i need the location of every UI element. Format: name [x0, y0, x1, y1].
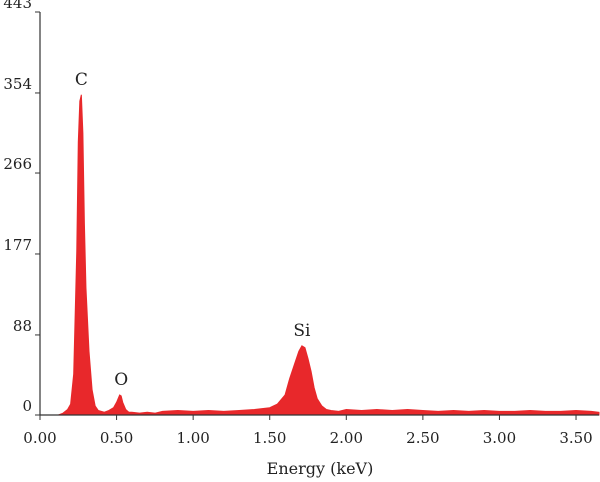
x-tick-label: 2.00 — [330, 429, 363, 447]
x-tick-label: 1.50 — [253, 429, 286, 447]
y-tick-label: 266 — [3, 155, 32, 173]
axes: 0.00 0.50 1.00 1.50 2.00 2.50 3.00 3.50 0 88 177 26… — [3, 0, 599, 447]
x-tick-label: 3.00 — [483, 429, 516, 447]
y-tick-label: 443 — [3, 0, 32, 12]
spectrum-area-0 — [58, 94, 600, 416]
x-tick-label: 0.00 — [23, 429, 56, 447]
x-tick-label: 0.50 — [100, 429, 133, 447]
peak-annotations: C O Si — [75, 70, 311, 390]
plot-area — [58, 94, 600, 416]
y-tick-label: 354 — [3, 75, 32, 93]
y-tick-label: 177 — [3, 236, 32, 254]
peak-label: C — [75, 70, 88, 90]
x-tick-label: 1.00 — [176, 429, 209, 447]
peak-label: O — [114, 370, 128, 390]
x-tick-label: 3.50 — [559, 429, 592, 447]
y-tick-label: 88 — [13, 317, 32, 335]
x-axis-title: Energy (keV) — [267, 459, 374, 478]
x-tick-label: 2.50 — [406, 429, 439, 447]
y-tick-label: 0 — [22, 397, 32, 415]
peak-label: Si — [293, 321, 311, 341]
